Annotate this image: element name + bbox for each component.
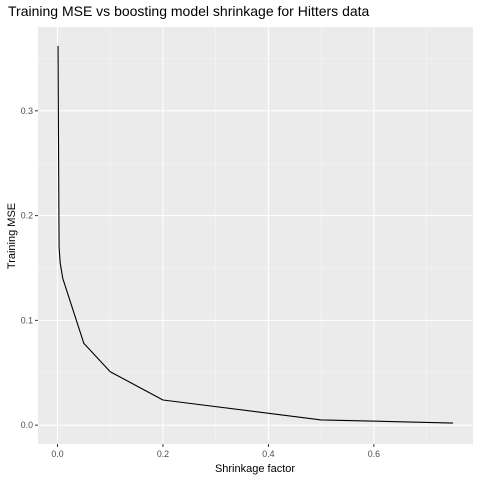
major-gridlines (38, 27, 473, 444)
x-tick-label: 0.6 (368, 449, 380, 459)
series-layer (57, 45, 453, 424)
y-axis-ticks: 0.0 0.1 0.2 0.3 (21, 106, 38, 430)
x-tick-label: 0.2 (157, 449, 169, 459)
x-tick-label: 0.0 (51, 449, 63, 459)
series-line-0 (57, 45, 453, 424)
y-tick-label: 0.2 (21, 211, 33, 221)
y-tick-label: 0.1 (21, 315, 33, 325)
x-axis-title: Shrinkage factor (215, 463, 295, 475)
x-tick-label: 0.4 (262, 449, 274, 459)
plot-panel (38, 27, 473, 444)
minor-gridlines (38, 27, 473, 444)
y-tick-label: 0.3 (21, 106, 33, 116)
x-axis-ticks: 0.0 0.2 0.4 0.6 (51, 444, 380, 459)
chart-title: Training MSE vs boosting model shrinkage… (8, 3, 370, 19)
y-tick-label: 0.0 (21, 420, 33, 430)
y-axis-title: Training MSE (6, 203, 18, 269)
